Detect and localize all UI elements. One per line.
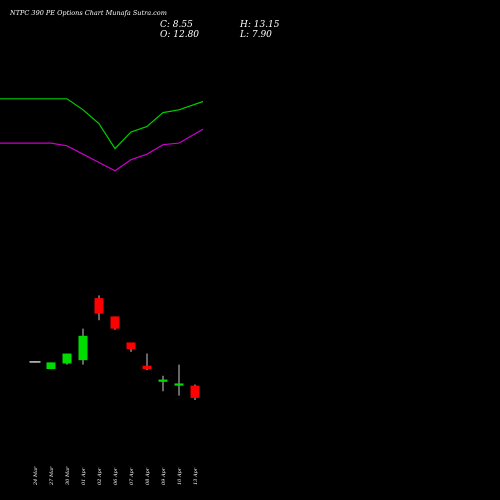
candle: [158, 375, 168, 392]
x-tick-label: 27 Mar: [49, 466, 55, 486]
candle: [29, 361, 41, 363]
candle-body: [142, 365, 152, 370]
x-tick-label: 08 Apr: [145, 467, 151, 485]
candle-body: [29, 361, 41, 363]
indicator-bands: [0, 98, 204, 172]
x-tick-label: 30 Mar: [65, 466, 71, 485]
candle-body: [78, 335, 88, 361]
candle: [46, 362, 56, 370]
high-value: H: 13.15: [239, 20, 280, 30]
candle-body: [126, 342, 136, 350]
candle: [62, 353, 72, 365]
x-tick-label: 09 Apr: [161, 467, 167, 485]
candle-body: [46, 362, 56, 370]
candle-body: [94, 298, 104, 314]
lower-band-line: [0, 128, 204, 172]
candle: [94, 295, 104, 321]
candles: [29, 295, 200, 401]
candle-body: [174, 383, 184, 386]
open-value: O: 12.80: [160, 30, 199, 40]
candle: [190, 384, 200, 401]
candle: [126, 342, 136, 352]
candle-body: [62, 353, 72, 364]
x-tick-label: 02 Apr: [97, 467, 103, 485]
candle: [78, 328, 88, 365]
upper-band-line: [0, 98, 204, 150]
candle-body: [158, 379, 168, 382]
x-tick-label: 06 Apr: [113, 467, 119, 485]
low-value: L: 7.90: [239, 30, 272, 40]
x-axis-ticks: 24 Mar 27 Mar 30 Mar 01 Apr 02 Apr 06 Apr 07 A…: [33, 466, 199, 486]
candle: [142, 353, 152, 371]
candle-body: [190, 385, 200, 398]
x-tick-label: 24 Mar: [33, 466, 39, 486]
x-tick-label: 01 Apr: [81, 467, 87, 485]
chart-title: NTPC 390 PE Options Chart Munafa Sutra.c…: [9, 9, 167, 17]
candle: [110, 316, 120, 330]
candle-body: [110, 316, 120, 329]
x-tick-label: 07 Apr: [129, 467, 135, 485]
close-value: C: 8.55: [160, 20, 193, 30]
x-tick-label: 13 Apr: [193, 467, 199, 485]
candle: [174, 364, 184, 396]
x-tick-label: 10 Apr: [177, 467, 183, 485]
